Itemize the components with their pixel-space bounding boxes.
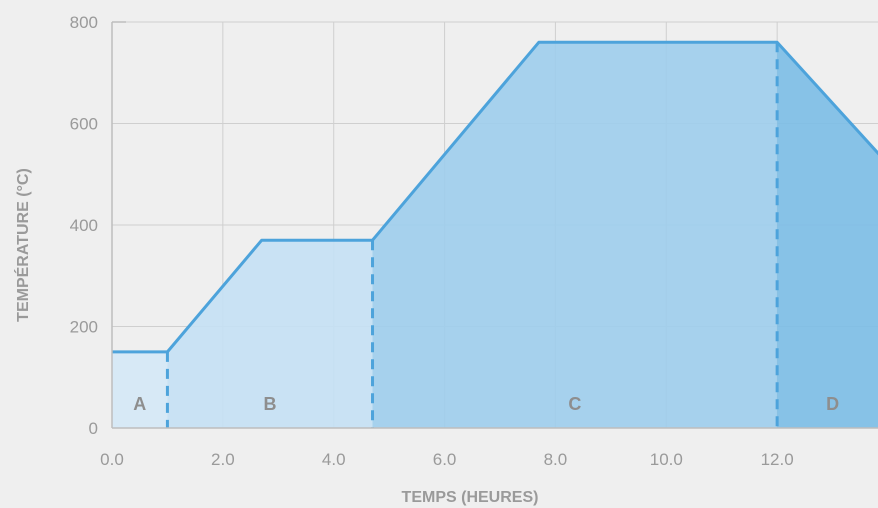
x-tick-label-6: 12.0 — [761, 450, 794, 469]
zone-label-d: D — [826, 394, 839, 414]
y-tick-labels: 0 200 400 600 800 — [70, 13, 98, 438]
x-tick-label-4: 8.0 — [544, 450, 568, 469]
x-tick-label-0: 0.0 — [100, 450, 124, 469]
zone-area-c — [372, 42, 778, 429]
x-tick-label-3: 6.0 — [433, 450, 457, 469]
zone-labels: A B C D — [133, 394, 839, 414]
x-tick-label-5: 10.0 — [650, 450, 683, 469]
zone-area-a — [112, 351, 168, 428]
zone-areas — [112, 42, 878, 429]
zone-label-c: C — [568, 394, 581, 414]
x-tick-label-2: 4.0 — [322, 450, 346, 469]
y-tick-label-3: 600 — [70, 115, 98, 134]
zone-label-a: A — [133, 394, 146, 414]
x-tick-labels: 0.0 2.0 4.0 6.0 8.0 10.0 12.0 — [100, 450, 794, 469]
x-axis-title: TEMPS (HEURES) — [402, 489, 539, 506]
zone-label-b: B — [263, 394, 276, 414]
y-tick-label-1: 200 — [70, 318, 98, 337]
zone-area-b — [167, 240, 373, 428]
zone-area-d — [777, 42, 878, 428]
y-tick-label-4: 800 — [70, 13, 98, 32]
y-axis-title: TEMPÉRATURE (°C) — [13, 168, 32, 322]
x-tick-label-1: 2.0 — [211, 450, 235, 469]
y-tick-label-0: 0 — [89, 419, 98, 438]
y-tick-label-2: 400 — [70, 216, 98, 235]
axes — [111, 21, 878, 429]
zone-dividers — [165, 42, 779, 428]
